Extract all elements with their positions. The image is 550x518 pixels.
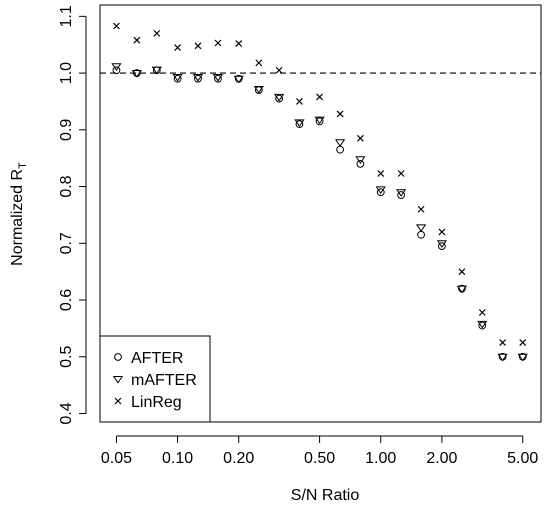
mafter-point: [355, 156, 366, 164]
legend-mafter-marker: [112, 375, 124, 384]
legend-linreg-label: LinReg: [131, 394, 182, 411]
mafter-point: [172, 74, 183, 82]
mafter-point: [456, 285, 468, 294]
after-point: [356, 159, 365, 168]
x-axis: 0.05 0.10 0.20 0.50 1.00 2.00 5.00: [101, 435, 538, 467]
linreg-point: [519, 339, 527, 346]
linreg-point: [458, 268, 466, 276]
y-tick-label: 0.4: [58, 402, 75, 424]
linreg-point: [296, 98, 303, 105]
mafter-point: [111, 63, 122, 71]
linreg-point: [174, 44, 182, 51]
after-point: [275, 94, 284, 103]
linreg-point: [275, 66, 283, 74]
after-point: [214, 74, 222, 83]
linreg-point: [153, 29, 161, 37]
linreg-point: [336, 110, 344, 118]
series-linreg: [113, 22, 527, 346]
linreg-point: [255, 59, 263, 67]
x-tick-label: 0.05: [101, 450, 132, 467]
mafter-point: [233, 75, 244, 84]
linreg-point: [356, 134, 364, 142]
y-tick-label: 0.9: [58, 119, 75, 141]
linreg-point: [377, 170, 385, 177]
linreg-point: [113, 22, 120, 30]
after-point: [173, 74, 182, 83]
data-points: [111, 22, 528, 362]
linreg-point: [133, 36, 141, 44]
y-axis-label-subscript: T: [17, 162, 29, 169]
mafter-point: [517, 353, 528, 362]
mafter-point: [477, 320, 488, 329]
linreg-point: [478, 309, 486, 316]
linreg-point: [214, 39, 222, 47]
x-tick-label: 0.20: [223, 450, 254, 467]
after-point: [295, 120, 304, 129]
x-axis-label: S/N Ratio: [291, 487, 360, 504]
x-tick-label: 0.10: [162, 450, 193, 467]
linreg-point: [194, 42, 202, 50]
mafter-point: [212, 74, 224, 82]
mafter-point: [334, 139, 346, 147]
linreg-point: [316, 93, 324, 101]
mafter-point: [253, 85, 264, 94]
mafter-point: [273, 93, 285, 102]
legend-after-marker: [114, 353, 122, 361]
mafter-point: [415, 224, 427, 233]
after-point: [336, 145, 345, 154]
y-tick-label: 0.8: [58, 175, 75, 197]
y-axis-label-main: Normalized R: [9, 169, 26, 266]
y-tick-label: 1.1: [58, 5, 75, 27]
after-point: [376, 188, 385, 197]
linreg-point: [417, 205, 425, 213]
mafter-point: [131, 70, 142, 78]
mafter-point: [151, 66, 162, 75]
series-mafter: [111, 63, 528, 362]
legend: AFTER mAFTER LinReg: [99, 335, 211, 423]
x-tick-label: 0.50: [304, 450, 335, 467]
linreg-point: [438, 228, 446, 236]
mafter-point: [375, 186, 386, 195]
legend-box: [99, 335, 211, 423]
mafter-point: [436, 240, 448, 248]
linreg-point: [397, 170, 405, 177]
linreg-point: [499, 339, 507, 346]
linreg-point: [235, 40, 243, 48]
x-tick-label: 5.00: [507, 450, 538, 467]
x-tick-label: 1.00: [365, 450, 396, 467]
after-point: [112, 66, 121, 75]
plot-frame: [99, 4, 542, 423]
plot-border: [99, 4, 542, 423]
y-tick-label: 0.5: [58, 346, 75, 368]
mafter-point: [395, 189, 407, 197]
y-tick-label: 0.7: [58, 232, 75, 254]
legend-mafter-label: mAFTER: [131, 372, 197, 389]
mafter-point: [314, 116, 325, 125]
y-tick-label: 0.6: [58, 289, 75, 311]
mafter-point: [192, 74, 204, 82]
after-point: [194, 74, 202, 83]
y-tick-label: 1.0: [58, 62, 75, 84]
after-point: [478, 321, 487, 330]
y-axis: 0.4 0.5 0.6 0.7 0.8 0.9 1.0 1.1: [58, 5, 87, 425]
mafter-point: [294, 119, 305, 128]
y-axis-label: Normalized RT: [9, 162, 29, 266]
after-point: [315, 117, 324, 126]
x-tick-label: 2.00: [426, 450, 457, 467]
mafter-point: [497, 353, 508, 362]
legend-after-label: AFTER: [131, 350, 183, 367]
after-point: [437, 242, 446, 251]
after-point: [417, 230, 425, 239]
legend-linreg-marker: [114, 397, 122, 405]
series-after: [112, 66, 527, 361]
after-point: [397, 191, 406, 199]
